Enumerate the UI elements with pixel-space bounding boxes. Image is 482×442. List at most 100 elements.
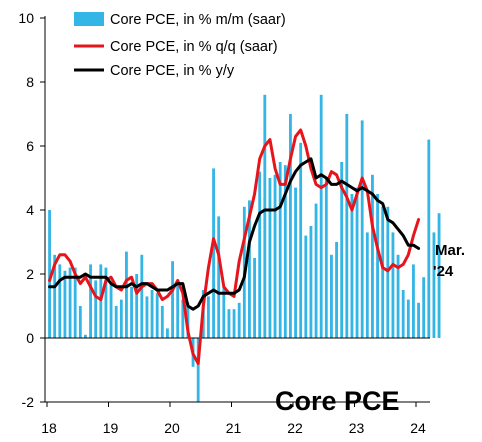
bar-mm (289, 114, 292, 338)
y-tick-label: 10 (18, 10, 34, 26)
bar-mm (314, 203, 318, 338)
bar-mm (324, 178, 328, 338)
bar-mm (350, 194, 354, 338)
x-tick-label: 24 (410, 420, 426, 436)
bar-mm (376, 194, 379, 338)
bar-mm (145, 296, 149, 338)
bar-mm (391, 232, 395, 338)
bar-mm (360, 120, 364, 339)
bar-mm (381, 206, 385, 338)
bar-mm (176, 280, 180, 338)
line-yy (48, 157, 421, 311)
bar-mm (227, 309, 231, 338)
bar-mm (237, 302, 241, 338)
bar-mm (294, 187, 297, 338)
y-tick-label: -2 (22, 394, 35, 410)
bar-mm (48, 210, 51, 338)
bar-mm (181, 299, 185, 338)
bar-mm (232, 309, 236, 338)
bar-mm (427, 139, 431, 338)
bar-mm (58, 264, 62, 338)
series-lines (48, 128, 421, 366)
bar-mm (73, 267, 77, 338)
x-tick-label: 18 (41, 420, 57, 436)
x-tick-label: 20 (164, 420, 180, 436)
legend-swatch-mm (74, 12, 104, 26)
bar-mm (160, 306, 164, 338)
bar-mm (432, 232, 436, 338)
bar-mm (68, 267, 72, 338)
legend: Core PCE, in % m/m (saar) Core PCE, in %… (74, 12, 286, 79)
bar-mm (196, 338, 200, 402)
legend-label-mm: Core PCE, in % m/m (saar) (110, 12, 286, 28)
bar-mm (273, 174, 277, 338)
bar-mm (109, 283, 113, 338)
bar-mm (217, 216, 221, 338)
bar-mm (89, 264, 92, 338)
bar-mm (401, 290, 405, 338)
mm-bars (48, 94, 441, 402)
bar-mm (253, 258, 256, 338)
line-qq (48, 128, 421, 366)
bar-mm (84, 334, 87, 338)
bar-mm (155, 293, 159, 338)
legend-label-qq: Core PCE, in % q/q (saar) (110, 39, 278, 55)
bar-mm (345, 114, 349, 338)
bar-mm (283, 165, 287, 338)
bar-mm (299, 142, 303, 338)
bar-mm (355, 187, 359, 338)
bar-mm (417, 302, 420, 338)
x-tick-label: 22 (287, 420, 303, 436)
bar-mm (171, 261, 174, 338)
bar-mm (130, 286, 133, 338)
bar-mm (166, 328, 169, 338)
x-tick-labels: 18 19 20 21 22 23 24 (41, 420, 426, 436)
annotation-year: '24 (433, 263, 454, 280)
bar-mm (222, 286, 226, 338)
bar-mm (212, 168, 215, 338)
bar-mm (248, 200, 251, 338)
bar-mm (150, 290, 154, 338)
bar-mm (319, 94, 323, 338)
bar-mm (258, 171, 262, 338)
bar-mm (335, 242, 338, 338)
bar-mm (63, 270, 67, 338)
legend-label-yy: Core PCE, in % y/y (110, 63, 235, 79)
bar-mm (94, 280, 98, 338)
bar-mm (365, 232, 369, 338)
bar-mm (53, 254, 57, 338)
chart-title: Core PCE (275, 386, 400, 416)
axes (40, 16, 430, 407)
y-tick-labels: -2 0 2 4 6 8 10 (18, 10, 34, 410)
y-tick-label: 0 (26, 330, 34, 346)
bar-mm (406, 299, 410, 338)
bar-mm (340, 162, 344, 338)
y-tick-label: 6 (26, 138, 34, 154)
y-tick-label: 8 (26, 74, 34, 90)
bar-mm (125, 251, 128, 338)
bar-mm (99, 264, 103, 338)
bar-mm (140, 254, 144, 338)
bar-mm (104, 267, 108, 338)
x-tick-label: 23 (349, 420, 365, 436)
bar-mm (78, 306, 82, 338)
bar-mm (437, 213, 441, 338)
bar-mm (119, 299, 123, 338)
bar-mm (263, 94, 267, 338)
bar-mm (135, 274, 139, 338)
bar-mm (396, 254, 400, 338)
bar-mm (422, 277, 426, 338)
annotation-month: Mar. (435, 242, 465, 259)
bar-mm (330, 254, 333, 338)
y-tick-label: 4 (26, 202, 34, 218)
bar-mm (371, 174, 374, 338)
bar-mm (412, 264, 415, 338)
x-tick-label: 19 (103, 420, 119, 436)
bar-mm (268, 178, 272, 338)
bar-mm (386, 206, 390, 338)
bar-mm (278, 162, 282, 338)
bar-mm (309, 226, 313, 338)
x-tick-label: 21 (226, 420, 242, 436)
